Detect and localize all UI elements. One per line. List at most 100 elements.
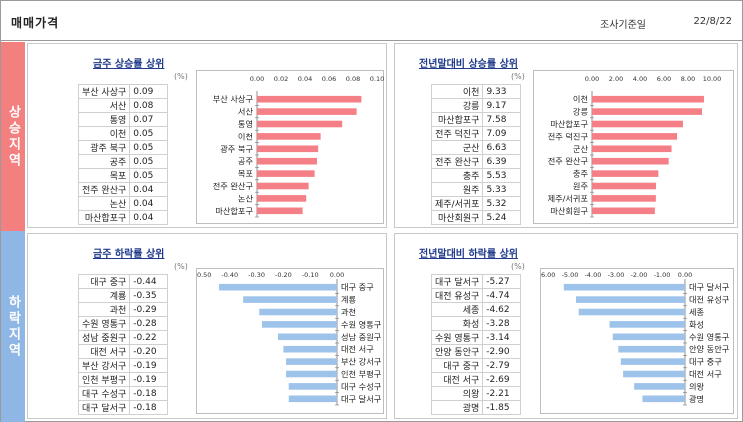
bar bbox=[620, 358, 685, 365]
panel-yoy-rise: 전년말대비 상승률 상위 (%) 이천 9.33 강릉 9.17 마산합포구 7.58 전주… bbox=[394, 43, 738, 228]
tick-label: -0.40 bbox=[221, 271, 238, 279]
table-row: 의왕 -2.21 bbox=[430, 386, 522, 401]
region-value: -0.19 bbox=[129, 358, 169, 373]
bar bbox=[257, 108, 357, 115]
region-value: 6.39 bbox=[482, 154, 522, 169]
report-header: 매매가격 조사기준일 22/8/22 bbox=[1, 1, 742, 41]
category-label: 광명 bbox=[689, 394, 704, 404]
bar bbox=[592, 133, 678, 140]
table-row: 성남 중원구 -0.22 bbox=[77, 330, 169, 345]
region-name: 수원 영통구 bbox=[77, 316, 131, 331]
bar bbox=[578, 308, 685, 316]
table-row: 계룡 -0.35 bbox=[77, 288, 169, 303]
bar bbox=[592, 207, 655, 215]
bar bbox=[257, 95, 362, 103]
bar bbox=[592, 170, 659, 177]
bar bbox=[634, 383, 685, 390]
category-label: 부산 강서구 bbox=[341, 357, 382, 367]
tick-label: -0.30 bbox=[248, 271, 265, 279]
tick-label: -5.00 bbox=[562, 271, 579, 279]
region-value: -4.62 bbox=[482, 302, 522, 317]
bar bbox=[278, 333, 337, 341]
category-label: 원주 bbox=[573, 181, 589, 191]
category-label: 대전 서구 bbox=[341, 344, 374, 354]
bar-chart: -0.50 -0.40 -0.30 -0.20 -0.10 0.00 대구 중구계룡과천수원… bbox=[195, 271, 382, 406]
tick-label: 2.00 bbox=[609, 75, 623, 83]
region-value: -3.14 bbox=[482, 330, 522, 345]
region-value: -5.27 bbox=[482, 274, 522, 289]
region-value: 9.17 bbox=[482, 98, 522, 113]
region-name: 수원 영통구 bbox=[430, 330, 484, 345]
category-label: 과천 bbox=[341, 307, 356, 317]
region-name: 공주 bbox=[77, 154, 131, 169]
bar bbox=[618, 345, 685, 353]
region-value: -0.22 bbox=[129, 330, 169, 345]
panel-yoy-fall: 전년말대비 하락률 상위 (%) 대구 달서구 -5.27 대전 유성구 -4.74 세… bbox=[394, 233, 738, 419]
table-row: 대전 유성구 -4.74 bbox=[430, 288, 522, 303]
region-value: -0.28 bbox=[129, 316, 169, 331]
tick-label: 0.02 bbox=[274, 75, 288, 83]
region-value: -2.90 bbox=[482, 344, 522, 359]
bar bbox=[642, 395, 685, 403]
bar bbox=[283, 345, 337, 353]
table-row: 과천 -0.29 bbox=[77, 302, 169, 317]
region-name: 전주 완산구 bbox=[430, 154, 484, 169]
unit-label: (%) bbox=[174, 262, 188, 271]
table-row: 전주 덕진구 7.09 bbox=[430, 126, 522, 141]
category-label: 제주/서귀포 bbox=[548, 193, 589, 203]
table-row: 대구 달서구 -5.27 bbox=[430, 274, 522, 289]
bar-chart: -6.00 -5.00 -4.00 -3.00 -2.00 -1.00 0.00 대구 달서구… bbox=[539, 271, 730, 406]
region-value: 7.58 bbox=[482, 112, 522, 127]
region-name: 원주 bbox=[430, 182, 484, 197]
table-row: 전주 완산구 6.39 bbox=[430, 154, 522, 169]
table-row: 이천 9.33 bbox=[430, 84, 522, 99]
region-value: 0.04 bbox=[129, 196, 169, 211]
region-value: 0.05 bbox=[129, 168, 169, 183]
table-row: 수원 영통구 -0.28 bbox=[77, 316, 169, 331]
bar bbox=[243, 296, 337, 303]
table-row: 원주 5.33 bbox=[430, 182, 522, 197]
table-row: 통영 0.07 bbox=[77, 112, 169, 127]
region-value: -1.85 bbox=[482, 400, 522, 415]
region-name: 인천 부평구 bbox=[77, 372, 131, 387]
tick-label: -6.00 bbox=[541, 271, 555, 279]
panel-title: 전년말대비 상승률 상위 bbox=[419, 59, 518, 70]
region-name: 계룡 bbox=[77, 288, 131, 303]
region-value: -4.74 bbox=[482, 288, 522, 303]
panel-weekly-fall: 금주 하락률 상위 (%) 대구 중구 -0.44 계룡 -0.35 과천 -0.29 수원… bbox=[27, 233, 387, 419]
category-label: 공주 bbox=[238, 156, 254, 166]
rank-table: 이천 9.33 강릉 9.17 마산합포구 7.58 전주 덕진구 7.09 군산 6.63 전주 … bbox=[430, 84, 522, 225]
tick-label: -0.50 bbox=[197, 271, 211, 279]
region-value: 5.24 bbox=[482, 210, 522, 225]
table-row: 세종 -4.62 bbox=[430, 302, 522, 317]
region-value: -0.44 bbox=[129, 274, 169, 289]
region-name: 대전 서구 bbox=[77, 344, 131, 359]
region-value: 9.33 bbox=[482, 84, 522, 99]
region-name: 대구 중구 bbox=[77, 274, 131, 289]
category-label: 충주 bbox=[573, 169, 589, 179]
region-name: 전주 완산구 bbox=[77, 182, 131, 197]
category-label: 대구 수성구 bbox=[341, 381, 382, 391]
tick-label: -3.00 bbox=[608, 271, 625, 279]
chart-box: 0.00 2.00 4.00 6.00 8.00 10.00 이천 강릉 마산합포구 전주 덕진구… bbox=[533, 70, 734, 224]
survey-date-label: 조사기준일 bbox=[600, 20, 646, 31]
bar bbox=[592, 95, 704, 103]
tick-label: 10.00 bbox=[703, 75, 722, 83]
category-label: 전주 덕진구 bbox=[548, 131, 589, 141]
bar bbox=[288, 383, 337, 390]
table-row: 마산회원구 5.24 bbox=[430, 210, 522, 225]
category-label: 대전 유성구 bbox=[689, 295, 730, 305]
bar bbox=[257, 182, 309, 190]
region-value: 0.04 bbox=[129, 182, 169, 197]
region-name: 제주/서귀포 bbox=[430, 196, 484, 211]
region-value: 5.32 bbox=[482, 196, 522, 211]
region-name: 대전 서구 bbox=[430, 372, 484, 387]
region-value: -0.20 bbox=[129, 344, 169, 359]
region-value: 5.33 bbox=[482, 182, 522, 197]
category-label: 의왕 bbox=[689, 381, 705, 391]
tick-label: -2.00 bbox=[631, 271, 648, 279]
region-name: 과천 bbox=[77, 302, 131, 317]
category-label: 광주 북구 bbox=[220, 144, 253, 154]
table-row: 대구 수성구 -0.18 bbox=[77, 386, 169, 401]
region-name: 부산 강서구 bbox=[77, 358, 131, 373]
